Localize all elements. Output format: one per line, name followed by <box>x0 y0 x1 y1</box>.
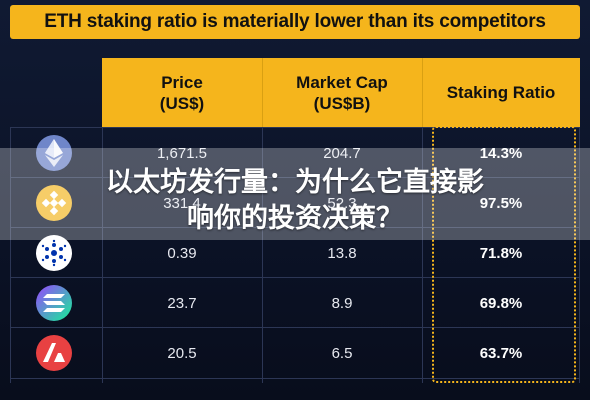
price-cell: 0.39 <box>167 244 197 262</box>
market-cap-cell: 6.5 <box>331 344 353 362</box>
staking-ratio-cell: 63.7% <box>479 344 523 362</box>
market-cap-cell: 52.3 <box>327 194 357 212</box>
header-divider <box>262 58 263 127</box>
staking-ratio-highlight <box>432 126 576 383</box>
overlay-band <box>0 148 590 240</box>
market-cap-cell: 204.7 <box>323 144 361 162</box>
price-cell: 331.4 <box>163 194 201 212</box>
ethereum-icon <box>36 135 72 171</box>
header-divider <box>422 58 423 127</box>
table-row: 23.7 8.9 69.8% <box>10 277 580 328</box>
header-line: Price <box>161 72 203 92</box>
table-header <box>102 58 580 127</box>
table-row: 20.5 6.5 63.7% <box>10 327 580 379</box>
header-line: (US$) <box>159 93 205 113</box>
grid-line <box>422 127 423 383</box>
staking-ratio-cell: 14.3% <box>479 144 523 162</box>
staking-ratio-cell: 71.8% <box>479 244 523 262</box>
table-row: 0.39 13.8 71.8% <box>10 227 580 278</box>
staking-ratio-cell: 97.5% <box>479 194 523 212</box>
header-line: Staking Ratio <box>446 83 556 102</box>
overlay-title-line-2: 响你的投资决策？ <box>187 203 403 234</box>
price-cell: 23.7 <box>167 294 197 312</box>
cardano-icon <box>36 235 72 271</box>
header-line: (US$B) <box>313 93 371 113</box>
solana-icon <box>36 285 72 321</box>
column-header-market-cap: Market Cap (US$B) <box>262 58 422 127</box>
overlay-title-line-1: 以太坊发行量：为什么它直接影 <box>106 167 484 198</box>
grid-line <box>579 58 580 383</box>
price-cell: 20.5 <box>167 344 197 362</box>
grid-line <box>10 127 11 383</box>
market-cap-cell: 13.8 <box>327 244 357 262</box>
avalanche-icon <box>36 335 72 371</box>
staking-ratio-cell: 69.8% <box>479 294 523 312</box>
column-header-price: Price (US$) <box>102 58 262 127</box>
table-row: 1,671.5 204.7 14.3% <box>10 127 580 178</box>
grid-line <box>102 58 103 383</box>
table-row: 331.4 52.3 97.5% <box>10 177 580 228</box>
grid-line <box>262 127 263 383</box>
page-title: ETH staking ratio is materially lower th… <box>44 11 546 32</box>
header-line: Market Cap <box>296 72 388 92</box>
market-cap-cell: 8.9 <box>331 294 353 312</box>
bnb-icon <box>36 185 72 221</box>
column-header-staking-ratio: Staking Ratio <box>422 58 580 127</box>
title-bar: ETH staking ratio is materially lower th… <box>10 5 580 39</box>
price-cell: 1,671.5 <box>156 144 208 162</box>
